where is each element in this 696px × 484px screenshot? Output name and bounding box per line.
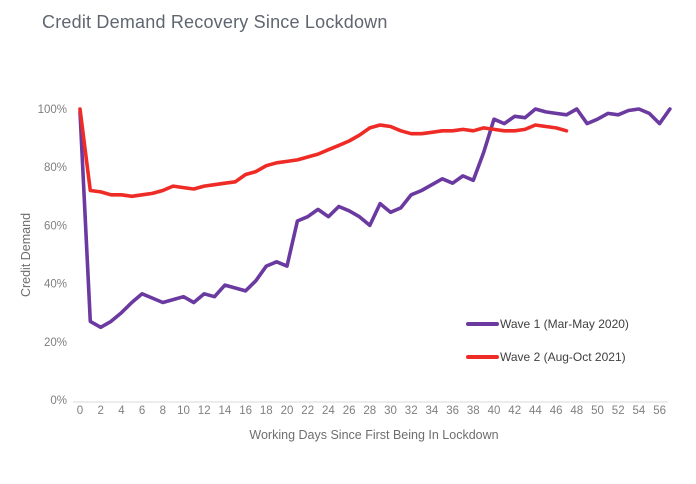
x-tick-label: 4 (118, 405, 125, 417)
y-tick-label: 40% (44, 279, 67, 291)
x-tick-label: 28 (363, 405, 376, 417)
legend-label-wave1: Wave 1 (Mar-May 2020) (500, 317, 629, 331)
y-tick-label: 60% (44, 220, 67, 232)
x-tick-label: 0 (77, 405, 83, 417)
x-tick-label: 26 (343, 405, 356, 417)
x-tick-label: 18 (260, 405, 273, 417)
x-tick-label: 40 (488, 405, 501, 417)
x-tick-label: 48 (570, 405, 583, 417)
y-tick-label: 0% (50, 395, 67, 407)
x-tick-label: 12 (198, 405, 211, 417)
wave2-line-swatch-icon (466, 355, 499, 359)
wave1-line-series (78, 107, 672, 330)
x-tick-label: 50 (591, 405, 604, 417)
legend-item-wave1: Wave 1 (Mar-May 2020) (466, 317, 629, 331)
x-tick-label: 16 (239, 405, 252, 417)
y-axis-title: Credit Demand (19, 212, 33, 298)
x-tick-label: 54 (633, 405, 646, 417)
y-tick-label: 100% (38, 104, 67, 116)
x-axis-title: Working Days Since First Being In Lockdo… (249, 428, 499, 442)
x-tick-label: 22 (301, 405, 314, 417)
x-tick-label: 6 (139, 405, 145, 417)
x-tick-label: 32 (405, 405, 418, 417)
x-tick-label: 38 (467, 405, 480, 417)
x-tick-label: 34 (426, 405, 439, 417)
x-tick-label: 24 (322, 405, 335, 417)
x-tick-label: 14 (219, 405, 232, 417)
y-tick-label: 80% (44, 162, 67, 174)
x-tick-label: 10 (177, 405, 190, 417)
y-tick-label: 20% (44, 337, 67, 349)
x-tick-label: 2 (97, 405, 103, 417)
x-tick-label: 44 (529, 405, 542, 417)
legend-label-wave2: Wave 2 (Aug-Oct 2021) (500, 350, 626, 364)
x-tick-label: 20 (281, 405, 294, 417)
chart-legend: Wave 1 (Mar-May 2020) Wave 2 (Aug-Oct 20… (466, 317, 629, 383)
x-tick-label: 30 (384, 405, 397, 417)
x-tick-label: 8 (160, 405, 166, 417)
wave2-line-series (78, 107, 569, 199)
chart-title: Credit Demand Recovery Since Lockdown (42, 12, 388, 32)
y-axis-tick-labels: 0% 20% 40% 60% 80% 100% (38, 104, 67, 407)
x-tick-label: 52 (612, 405, 625, 417)
x-tick-label: 56 (653, 405, 666, 417)
x-tick-label: 42 (508, 405, 521, 417)
wave1-line-swatch-icon (466, 322, 499, 326)
x-axis-tick-labels: 0 2 4 6 8 10 12 14 16 18 20 22 24 26 28 30 32 34 36 38 40 42 4… (77, 405, 666, 417)
legend-item-wave2: Wave 2 (Aug-Oct 2021) (466, 350, 629, 364)
x-tick-label: 46 (550, 405, 563, 417)
x-tick-label: 36 (446, 405, 459, 417)
